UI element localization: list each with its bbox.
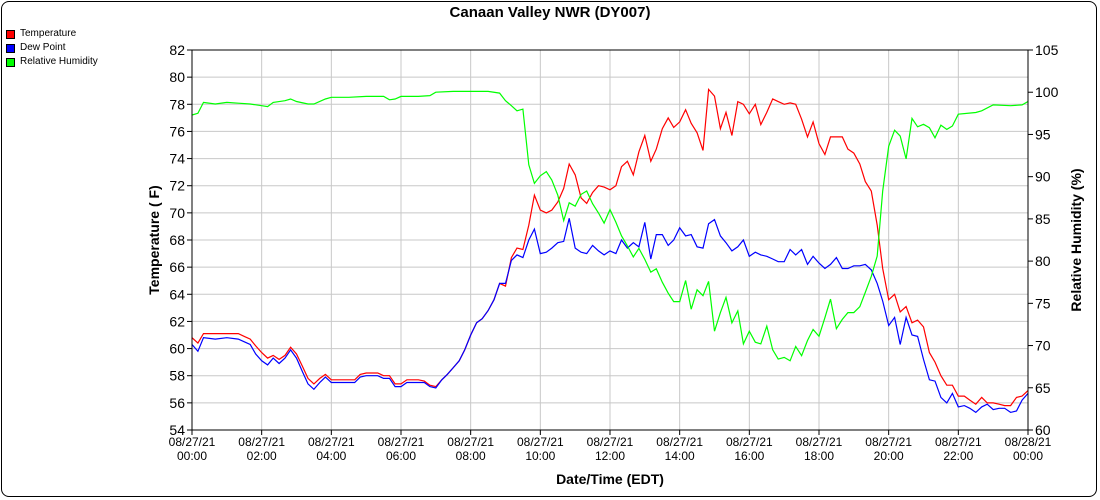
- x-tick-date: 08/27/21: [865, 435, 912, 449]
- y-axis-label-right: Relative Humidity (%): [1068, 168, 1084, 311]
- left-tick-label: 70: [169, 205, 185, 221]
- x-tick-date: 08/27/21: [587, 435, 634, 449]
- y-axis-label-left: Temperature ( F): [146, 185, 162, 294]
- x-tick-time: 08:00: [456, 449, 486, 463]
- legend-label-relative-humidity: Relative Humidity: [20, 56, 98, 67]
- legend-swatch-relative-humidity: [6, 57, 15, 67]
- left-tick-label: 54: [169, 422, 185, 438]
- x-axis-label: Date/Time (EDT): [556, 471, 664, 487]
- x-tick-date: 08/27/21: [656, 435, 703, 449]
- x-tick-time: 00:00: [1013, 449, 1043, 463]
- x-tick-time: 06:00: [386, 449, 416, 463]
- legend-label-temperature: Temperature: [20, 28, 77, 39]
- legend-item-dew-point: Dew Point: [6, 41, 98, 55]
- x-tick-time: 02:00: [247, 449, 277, 463]
- series-line-relative-humidity: [191, 90, 1029, 362]
- right-tick-label: 90: [1035, 169, 1051, 185]
- x-tick-time: 10:00: [525, 449, 555, 463]
- series-line-temperature: [191, 87, 1029, 407]
- left-tick-label: 58: [169, 368, 185, 384]
- right-tick-label: 75: [1035, 295, 1051, 311]
- left-tick-label: 56: [169, 395, 185, 411]
- left-tick-label: 62: [169, 313, 185, 329]
- x-tick-time: 12:00: [595, 449, 625, 463]
- x-tick-date: 08/27/21: [238, 435, 285, 449]
- x-tick-date: 08/27/21: [796, 435, 843, 449]
- x-tick-date: 08/27/21: [169, 435, 216, 449]
- right-tick-label: 65: [1035, 380, 1051, 396]
- chart-title: Canaan Valley NWR (DY007): [449, 4, 651, 21]
- x-tick-date: 08/27/21: [447, 435, 494, 449]
- left-tick-label: 60: [169, 341, 185, 357]
- legend-label-dew-point: Dew Point: [20, 42, 66, 53]
- grid: [192, 50, 1028, 430]
- left-tick-label: 72: [169, 178, 185, 194]
- x-tick-time: 18:00: [804, 449, 834, 463]
- left-axis-ticks: 54 56 58 60 62 64 66 68 70 72 74 76 78 80 82: [169, 42, 192, 438]
- x-axis-ticks: 08/27/2100:0008/27/2102:0008/27/2104:000…: [169, 430, 1052, 463]
- x-tick-time: 00:00: [177, 449, 207, 463]
- x-tick-date: 08/28/21: [1005, 435, 1052, 449]
- legend-swatch-dew-point: [6, 43, 15, 53]
- series-lines: [191, 87, 1029, 414]
- x-tick-time: 22:00: [943, 449, 973, 463]
- legend-item-temperature: Temperature: [6, 27, 98, 41]
- left-tick-label: 64: [169, 286, 185, 302]
- right-tick-label: 80: [1035, 253, 1051, 269]
- left-tick-label: 78: [169, 96, 185, 112]
- x-tick-date: 08/27/21: [378, 435, 425, 449]
- legend-item-relative-humidity: Relative Humidity: [6, 55, 98, 69]
- legend: Temperature Dew Point Relative Humidity: [6, 27, 98, 69]
- right-tick-label: 60: [1035, 422, 1051, 438]
- right-tick-label: 100: [1035, 84, 1059, 100]
- x-tick-time: 04:00: [316, 449, 346, 463]
- left-tick-label: 80: [169, 69, 185, 85]
- left-tick-label: 76: [169, 123, 185, 139]
- right-tick-label: 70: [1035, 338, 1051, 354]
- x-tick-time: 20:00: [874, 449, 904, 463]
- right-tick-label: 105: [1035, 42, 1059, 58]
- left-tick-label: 66: [169, 259, 185, 275]
- right-axis-ticks: 60 65 70 75 80 85 90 95 100 105: [1028, 42, 1059, 438]
- x-tick-date: 08/27/21: [517, 435, 564, 449]
- x-tick-time: 16:00: [734, 449, 764, 463]
- x-tick-time: 14:00: [665, 449, 695, 463]
- right-tick-label: 95: [1035, 126, 1051, 142]
- left-tick-label: 82: [169, 42, 185, 58]
- right-tick-label: 85: [1035, 211, 1051, 227]
- left-tick-label: 68: [169, 232, 185, 248]
- x-tick-date: 08/27/21: [935, 435, 982, 449]
- x-tick-date: 08/27/21: [308, 435, 355, 449]
- x-tick-date: 08/27/21: [726, 435, 773, 449]
- left-tick-label: 74: [169, 151, 185, 167]
- legend-swatch-temperature: [6, 29, 15, 39]
- series-line-dew-point: [191, 218, 1029, 414]
